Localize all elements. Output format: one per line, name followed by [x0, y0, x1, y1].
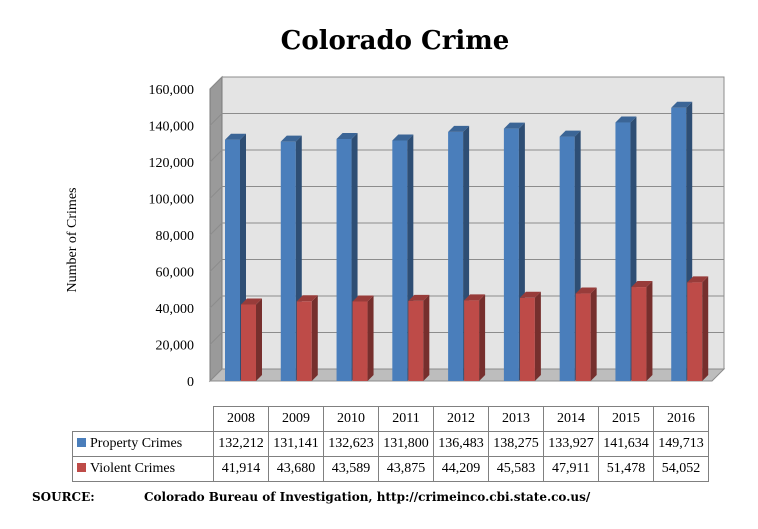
data-label: 54,052 [653, 456, 709, 482]
legend-swatch [77, 438, 86, 447]
category-label: 2015 [598, 406, 654, 432]
legend-swatch [77, 463, 86, 472]
gridline [209, 222, 724, 236]
data-label: 136,483 [433, 431, 489, 457]
y-tick-label: 60,000 [156, 266, 195, 281]
category-label: 2012 [433, 406, 489, 432]
gridline [209, 149, 724, 163]
data-label: 43,680 [268, 456, 324, 482]
data-label: 131,141 [268, 431, 324, 457]
bar-violent-2013 [519, 291, 541, 381]
table-row-property-crimes: Property Crimes 132,212 131,141 132,623 131,… [72, 431, 709, 457]
category-label: 2016 [653, 406, 709, 432]
data-table: 2008 2009 2010 2011 2012 2013 2014 2015 2016 Pro… [72, 406, 709, 482]
gridline [209, 76, 724, 90]
data-label: 41,914 [213, 456, 269, 482]
y-tick-label: 140,000 [149, 120, 195, 135]
category-label: 2014 [543, 406, 599, 432]
data-label: 132,623 [323, 431, 379, 457]
bar-property-2012 [448, 125, 470, 382]
data-label: 51,478 [598, 456, 654, 482]
gridlines [209, 76, 724, 345]
bar-violent-2015 [631, 281, 653, 381]
bar-violent-2009 [296, 295, 318, 381]
y-tick-labels: 0 20,000 40,000 60,000 80,000 100,000 120,000 1… [149, 83, 195, 390]
category-label: 2008 [213, 406, 269, 432]
data-label: 45,583 [488, 456, 544, 482]
table-header-row: 2008 2009 2010 2011 2012 2013 2014 2015 2016 [73, 406, 709, 432]
data-label: 149,713 [653, 431, 709, 457]
bar-violent-2008 [241, 298, 262, 381]
data-label: 47,911 [543, 456, 599, 482]
y-tick-label: 120,000 [149, 156, 195, 171]
source-text: Colorado Bureau of Investigation, http:/… [144, 490, 591, 504]
bars [225, 101, 709, 382]
table-row-violent-crimes: Violent Crimes 41,914 43,680 43,589 43,875 44… [72, 456, 709, 482]
gridline [209, 186, 724, 199]
bar-violent-2014 [575, 287, 597, 381]
data-label: 43,589 [323, 456, 379, 482]
data-label: 131,800 [378, 431, 434, 457]
category-label: 2011 [378, 406, 434, 432]
bar-violent-2016 [687, 276, 709, 381]
source-label: SOURCE: [32, 490, 95, 504]
series-label: Property Crimes [72, 431, 214, 457]
series-label: Violent Crimes [72, 456, 214, 482]
data-label: 138,275 [488, 431, 544, 457]
bar-violent-2012 [464, 294, 486, 381]
y-tick-label: 80,000 [156, 229, 195, 244]
y-tick-label: 40,000 [156, 302, 195, 317]
category-label: 2013 [488, 406, 544, 432]
data-label: 43,875 [378, 456, 434, 482]
bar-violent-2010 [352, 295, 374, 381]
gridline [209, 113, 724, 126]
gridline [209, 332, 724, 345]
y-tick-label: 0 [187, 375, 194, 390]
data-label: 132,212 [213, 431, 269, 457]
gridline [209, 259, 724, 272]
y-tick-label: 160,000 [149, 83, 195, 98]
series-name: Violent Crimes [90, 461, 176, 476]
gridline [209, 295, 724, 309]
bar-violent-2011 [408, 294, 430, 381]
chart-title: Colorado Crime [280, 26, 510, 56]
category-label: 2009 [268, 406, 324, 432]
y-tick-label: 20,000 [156, 339, 195, 354]
data-label: 133,927 [543, 431, 599, 457]
y-tick-label: 100,000 [149, 193, 195, 208]
category-label: 2010 [323, 406, 379, 432]
table-corner [73, 407, 214, 432]
series-name: Property Crimes [90, 436, 183, 451]
data-label: 141,634 [598, 431, 654, 457]
data-label: 44,209 [433, 456, 489, 482]
